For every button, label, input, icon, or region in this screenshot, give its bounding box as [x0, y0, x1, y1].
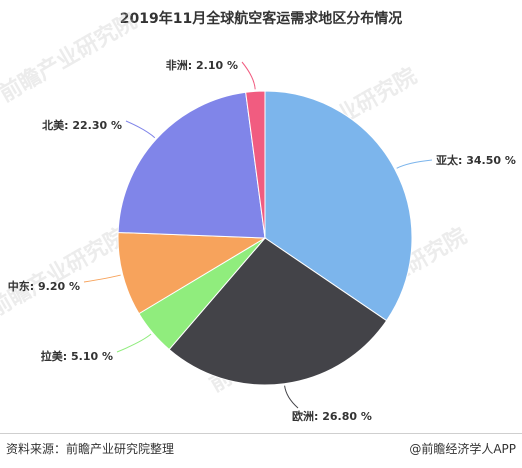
slice-label-2: 拉美: 5.10 % — [41, 349, 113, 363]
leader-line-4 — [125, 120, 156, 139]
leader-line-1 — [284, 385, 299, 409]
source-note: 资料来源：前瞻产业研究院整理 — [6, 442, 175, 456]
slice-label-1: 欧洲: 26.80 % — [292, 409, 372, 423]
footer-divider — [0, 433, 522, 434]
chart-title: 2019年11月全球航空客运需求地区分布情况 — [119, 11, 403, 27]
brand-credit: @前瞻经济学人APP — [409, 442, 516, 456]
leader-line-2 — [116, 333, 152, 353]
slice-label-0: 亚太: 34.50 % — [436, 153, 516, 167]
pie-slice-3 — [117, 231, 267, 315]
pie-slice-0 — [264, 90, 413, 322]
leader-line-0 — [396, 159, 433, 169]
slice-label-4: 北美: 22.30 % — [42, 118, 122, 132]
leader-line-5 — [241, 61, 256, 90]
leader-line-3 — [83, 274, 121, 283]
slice-label-3: 中东: 9.20 % — [8, 279, 80, 293]
pie-slice-5 — [245, 90, 266, 239]
slice-label-5: 非洲: 2.10 % — [166, 58, 238, 72]
pie-slice-4 — [117, 91, 266, 239]
pie-slice-1 — [168, 237, 388, 386]
